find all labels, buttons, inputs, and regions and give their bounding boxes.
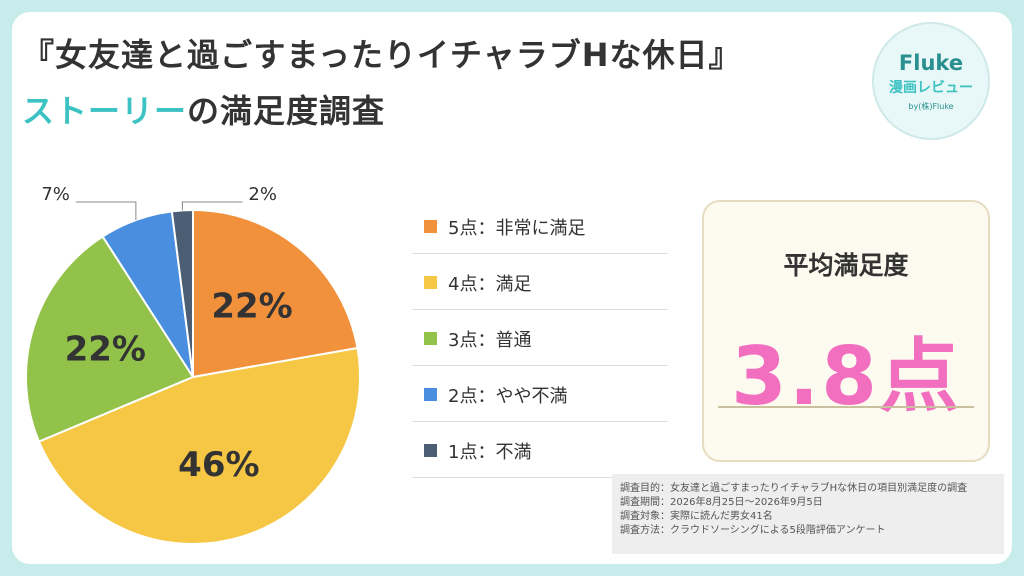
legend-swatch: [424, 444, 437, 457]
logo-by: by(株)Fluke: [908, 101, 954, 111]
title-line-1: 『女友達と過ごすまったりイチャラブHな休日』: [22, 36, 742, 74]
pie-slice: [25, 235, 195, 443]
title-line-2: ストーリーの満足度調査: [22, 86, 385, 132]
average-title: 平均満足度: [783, 251, 909, 280]
logo-subtitle: 漫画レビュー: [889, 79, 973, 96]
pie-data-label: 2%: [248, 184, 277, 205]
survey-notes: 調査目的：女友達と過ごすまったりイチャラブHな休日の項目別満足度の調査 調査期間…: [612, 474, 1004, 554]
logo-name: Fluke: [898, 50, 964, 75]
legend-swatch: [424, 220, 437, 233]
legend-swatch: [424, 388, 437, 401]
legend-label: 3点：普通: [448, 330, 532, 351]
pie-leader-line: [181, 201, 243, 211]
pie-leader-line: [75, 201, 137, 221]
legend-item-2: 2点：やや不満: [412, 366, 668, 422]
legend-label: 5点：非常に満足: [448, 218, 586, 239]
pie-data-label: 7%: [41, 184, 70, 205]
legend-label: 2点：やや不満: [448, 386, 568, 407]
pie-data-label: 46%: [178, 445, 259, 485]
average-box: 平均満足度 3.8点: [702, 200, 990, 462]
average-value: 3.8点: [731, 330, 961, 423]
legend-label: 1点：不満: [448, 442, 532, 463]
fluke-logo: Fluke 漫画レビュー by(株)Fluke: [872, 22, 990, 140]
legend-item-5: 5点：非常に満足: [412, 198, 668, 254]
pie-slice: [37, 346, 361, 545]
legend-label: 4点：満足: [448, 274, 532, 295]
legend: 5点：非常に満足 4点：満足 3点：普通 2点：やや不満 1点：不満: [412, 198, 668, 478]
legend-swatch: [424, 332, 437, 345]
legend-swatch: [424, 276, 437, 289]
legend-item-3: 3点：普通: [412, 310, 668, 366]
pie-data-label: 22%: [211, 287, 292, 327]
note-period: 調査期間：2026年8月25日～2026年9月5日: [620, 497, 823, 508]
average-underline: [718, 406, 974, 408]
legend-item-4: 4点：満足: [412, 254, 668, 310]
pie-data-label: 22%: [65, 330, 146, 370]
pie-slice: [170, 208, 194, 378]
pie-slice: [192, 208, 359, 379]
note-target: 調査対象：実際に読んだ男女41名: [620, 511, 773, 522]
note-method: 調査方法：クラウドソーシングによる5段階評価アンケート: [620, 525, 886, 536]
title-highlight: ストーリー: [22, 92, 188, 130]
legend-item-1: 1点：不満: [412, 422, 668, 478]
note-purpose: 調査目的：女友達と過ごすまったりイチャラブHな休日の項目別満足度の調査: [620, 483, 968, 494]
title-rest: の満足度調査: [187, 92, 386, 130]
